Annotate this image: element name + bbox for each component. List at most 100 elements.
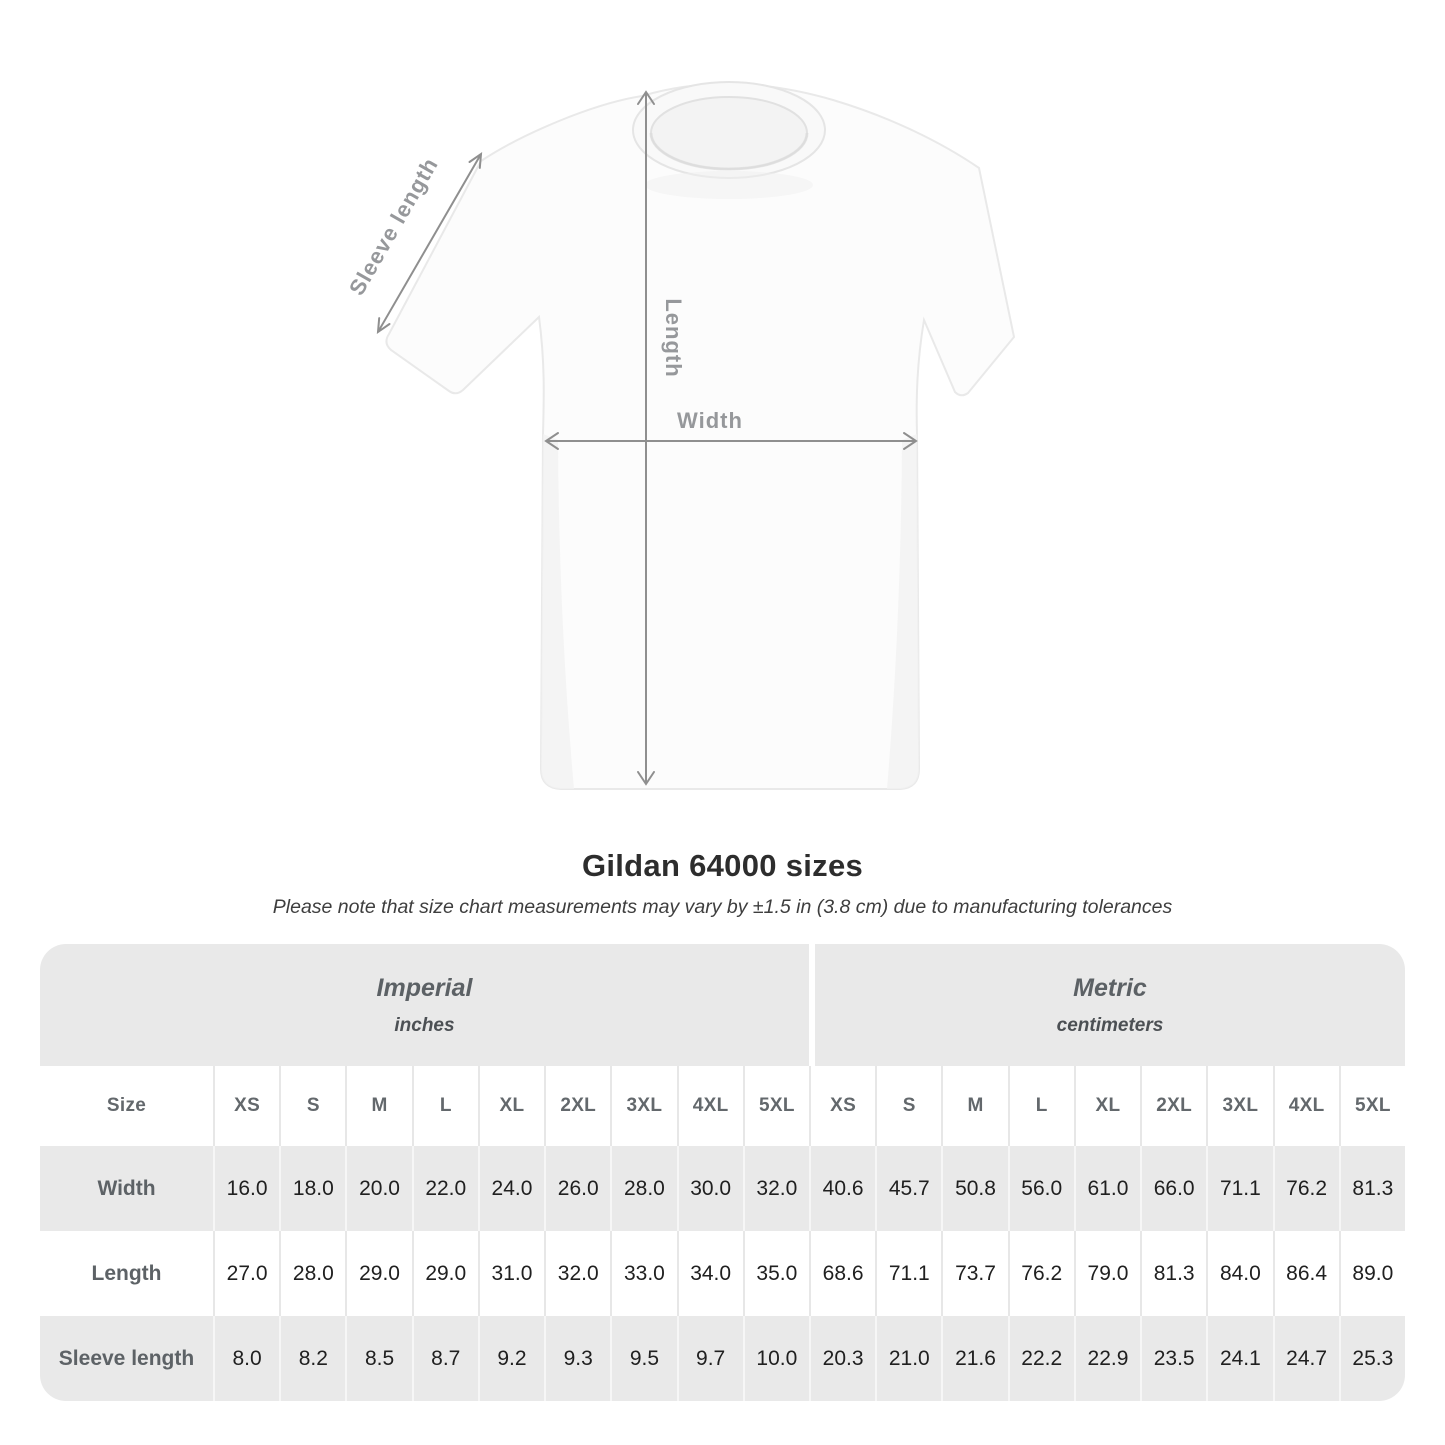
value-cell: 30.0 xyxy=(676,1146,743,1231)
size-table-card: Imperial inches Metric centimeters Size … xyxy=(40,944,1405,1401)
value-cell: 73.7 xyxy=(941,1231,1007,1316)
metric-unit-label: centimeters xyxy=(1056,1014,1164,1036)
left-side-shading xyxy=(541,434,574,789)
width-arrow xyxy=(544,432,918,450)
tolerance-note: Please note that size chart measurements… xyxy=(272,896,1173,918)
value-cell: 76.2 xyxy=(1007,1231,1074,1316)
value-cell: 81.3 xyxy=(1140,1231,1206,1316)
value-cell: 34.0 xyxy=(676,1231,743,1316)
sleeve-length-arrow xyxy=(376,151,483,335)
value-cell: 20.0 xyxy=(345,1146,411,1231)
value-cell: 8.5 xyxy=(345,1316,411,1401)
value-cell: 84.0 xyxy=(1206,1231,1272,1316)
value-cell: 29.0 xyxy=(411,1231,478,1316)
size-header-metric: S xyxy=(875,1066,941,1146)
row-label-width: Width xyxy=(97,1176,156,1200)
size-header-metric: 5XL xyxy=(1338,1066,1405,1146)
size-header-imperial: 4XL xyxy=(676,1066,743,1146)
value-cell: 68.6 xyxy=(808,1231,875,1316)
imperial-unit-label: inches xyxy=(394,1014,455,1036)
value-cell: 31.0 xyxy=(477,1231,544,1316)
size-header-metric: XL xyxy=(1073,1066,1140,1146)
size-header-imperial: XS xyxy=(213,1066,279,1146)
value-cell: 32.0 xyxy=(742,1146,809,1231)
value-cell: 10.0 xyxy=(742,1316,809,1401)
value-cell: 22.9 xyxy=(1073,1316,1140,1401)
value-cell: 16.0 xyxy=(213,1146,279,1231)
value-cell: 40.6 xyxy=(808,1146,875,1231)
imperial-group-header: Imperial inches xyxy=(40,944,809,1066)
size-table: Imperial inches Metric centimeters Size … xyxy=(40,944,1405,1401)
size-header-imperial: XL xyxy=(477,1066,544,1146)
value-cell: 22.2 xyxy=(1007,1316,1074,1401)
value-cell: 9.3 xyxy=(544,1316,610,1401)
value-cell: 25.3 xyxy=(1338,1316,1405,1401)
value-cell: 9.5 xyxy=(610,1316,676,1401)
size-header-metric: M xyxy=(941,1066,1007,1146)
size-header-metric: L xyxy=(1007,1066,1074,1146)
size-header-imperial: S xyxy=(279,1066,345,1146)
value-cell: 22.0 xyxy=(411,1146,478,1231)
length-arrow xyxy=(637,90,655,786)
metric-label: Metric xyxy=(1073,973,1147,1002)
length-dim-label: Length xyxy=(661,298,686,377)
value-cell: 50.8 xyxy=(941,1146,1007,1231)
size-header-metric: 3XL xyxy=(1206,1066,1272,1146)
size-header-metric: 4XL xyxy=(1272,1066,1339,1146)
value-cell: 18.0 xyxy=(279,1146,345,1231)
value-cell: 8.0 xyxy=(213,1316,279,1401)
value-cell: 8.7 xyxy=(411,1316,478,1401)
value-cell: 27.0 xyxy=(213,1231,279,1316)
imperial-label: Imperial xyxy=(376,973,473,1002)
value-cell: 9.2 xyxy=(477,1316,544,1401)
row-label-length: Length xyxy=(91,1261,162,1285)
size-header-imperial: L xyxy=(411,1066,478,1146)
value-cell: 23.5 xyxy=(1140,1316,1206,1401)
value-cell: 66.0 xyxy=(1140,1146,1206,1231)
size-header-imperial: 2XL xyxy=(544,1066,610,1146)
value-cell: 89.0 xyxy=(1338,1231,1405,1316)
value-cell: 21.6 xyxy=(941,1316,1007,1401)
value-cell: 33.0 xyxy=(610,1231,676,1316)
size-header-metric: XS xyxy=(808,1066,875,1146)
value-cell: 24.1 xyxy=(1206,1316,1272,1401)
value-cell: 28.0 xyxy=(610,1146,676,1231)
size-column-title: Size xyxy=(106,1095,147,1116)
right-side-shading xyxy=(887,434,919,789)
value-cell: 29.0 xyxy=(345,1231,411,1316)
size-header-imperial: 3XL xyxy=(610,1066,676,1146)
tshirt-diagram: Width Length Sleeve length xyxy=(344,81,1016,790)
value-cell: 35.0 xyxy=(742,1231,809,1316)
metric-group-header: Metric centimeters xyxy=(808,944,1405,1066)
value-cell: 26.0 xyxy=(544,1146,610,1231)
value-cell: 71.1 xyxy=(875,1231,941,1316)
value-cell: 81.3 xyxy=(1338,1146,1405,1231)
length-row: Length 27.0 28.0 29.0 29.0 31.0 32.0 33.… xyxy=(40,1231,1405,1316)
value-cell: 86.4 xyxy=(1272,1231,1339,1316)
value-cell: 24.7 xyxy=(1272,1316,1339,1401)
tshirt-figure: Width Length Sleeve length xyxy=(344,81,1016,790)
value-cell: 32.0 xyxy=(544,1231,610,1316)
size-header-metric: 2XL xyxy=(1140,1066,1206,1146)
value-cell: 61.0 xyxy=(1073,1146,1140,1231)
size-header-imperial: 5XL xyxy=(742,1066,809,1146)
value-cell: 28.0 xyxy=(279,1231,345,1316)
width-dim-label: Width xyxy=(677,408,743,433)
value-cell: 21.0 xyxy=(875,1316,941,1401)
value-cell: 9.7 xyxy=(676,1316,743,1401)
value-cell: 56.0 xyxy=(1007,1146,1074,1231)
width-row: Width 16.0 18.0 20.0 22.0 24.0 26.0 28.0… xyxy=(40,1146,1405,1231)
unit-group-row: Imperial inches Metric centimeters xyxy=(40,944,1405,1066)
chart-title: Gildan 64000 sizes xyxy=(581,848,864,883)
value-cell: 71.1 xyxy=(1206,1146,1272,1231)
value-cell: 24.0 xyxy=(477,1146,544,1231)
value-cell: 45.7 xyxy=(875,1146,941,1231)
value-cell: 8.2 xyxy=(279,1316,345,1401)
row-label-sleeve-length: Sleeve length xyxy=(58,1346,195,1370)
value-cell: 20.3 xyxy=(808,1316,875,1401)
value-cell: 79.0 xyxy=(1073,1231,1140,1316)
sleeve-length-row: Sleeve length 8.0 8.2 8.5 8.7 9.2 9.3 9.… xyxy=(40,1316,1405,1401)
collar xyxy=(632,81,826,199)
value-cell: 76.2 xyxy=(1272,1146,1339,1231)
size-header-imperial: M xyxy=(345,1066,411,1146)
